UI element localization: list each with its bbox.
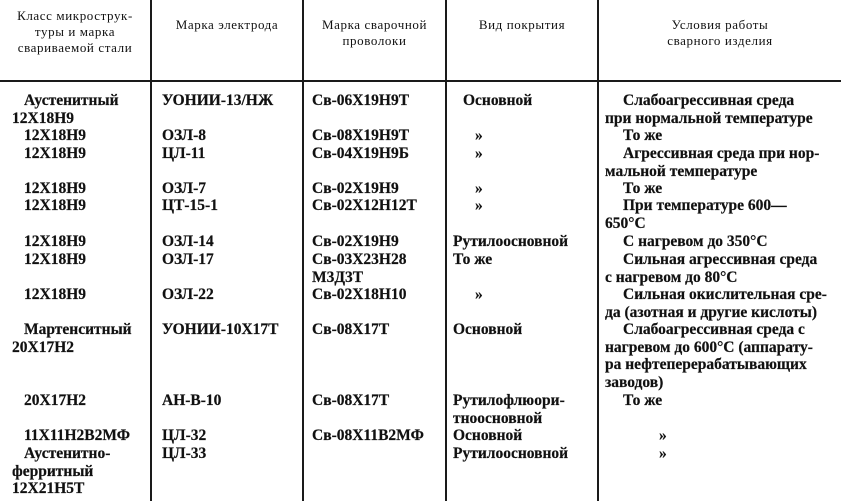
cell-coating: » — [475, 127, 483, 144]
cell-electrode: ЦЛ-32 — [162, 427, 207, 444]
column-divider — [150, 0, 152, 501]
header-divider — [0, 80, 841, 82]
cell-coating: Рутилофлюори- тноосновной — [453, 392, 565, 427]
cell-steel: 12Х18Н9 — [24, 286, 86, 303]
cell-wire: Св-08Х17Т — [312, 392, 390, 409]
cell-electrode: ОЗЛ-22 — [162, 286, 214, 303]
cell-electrode: ОЗЛ-7 — [162, 180, 207, 197]
cell-steel: 12Х18Н9 — [24, 180, 86, 197]
header-conditions: Условия работы сварного изделия — [667, 17, 773, 48]
cell-electrode: ОЗЛ-14 — [162, 233, 214, 250]
cell-electrode: ЦЛ-33 — [162, 445, 207, 462]
cell-coating: » — [475, 145, 483, 162]
cell-wire: Св-04Х19Н9Б — [312, 145, 409, 162]
cell-coating: Основной — [453, 321, 523, 338]
cell-wire: Св-02Х19Н9 — [312, 180, 399, 197]
cell-wire: Св-02Х12Н12Т — [312, 197, 417, 214]
cell-conditions: » — [659, 427, 667, 444]
cell-electrode: ОЗЛ-8 — [162, 127, 207, 144]
cell-coating: » — [475, 286, 483, 303]
cell-conditions: Сильная окислительная сре- да (азотная и… — [605, 286, 827, 321]
cell-conditions: То же — [623, 180, 663, 197]
header-coating: Вид покрытия — [478, 17, 566, 32]
cell-wire: Св-08Х11В2МФ — [312, 427, 424, 444]
cell-steel: Аустенитно- ферритный 12Х21Н5Т — [12, 445, 111, 498]
column-divider — [445, 0, 447, 501]
column-divider — [597, 0, 599, 501]
cell-conditions: С нагревом до 350°С — [623, 233, 768, 250]
cell-wire: Св-06Х19Н9Т — [312, 92, 410, 109]
cell-steel: 12Х18Н9 — [24, 127, 86, 144]
cell-wire: Св-03Х23Н28 М3Д3Т — [312, 251, 407, 286]
cell-electrode: УОНИИ-10Х17Т — [162, 321, 279, 338]
cell-electrode: ОЗЛ-17 — [162, 251, 214, 268]
cell-electrode: АН-В-10 — [162, 392, 222, 409]
header-electrode: Марка электрода — [175, 17, 279, 32]
cell-conditions: Сильная агрессивная среда с нагревом до … — [605, 251, 818, 286]
cell-electrode: ЦТ-15-1 — [162, 197, 218, 214]
cell-wire: Св-08Х17Т — [312, 321, 390, 338]
cell-conditions: При температуре 600— 650°С — [605, 197, 787, 232]
cell-conditions: Агрессивная среда при нор- мальной темпе… — [605, 145, 820, 180]
cell-steel: Аустенитный 12Х18Н9 — [12, 92, 119, 127]
cell-coating: То же — [453, 251, 493, 268]
cell-wire: Св-02Х19Н9 — [312, 233, 399, 250]
cell-coating: Рутилоосновной — [453, 233, 569, 250]
cell-steel: 20Х17Н2 — [24, 392, 86, 409]
cell-conditions: То же — [623, 392, 663, 409]
cell-coating: Основной — [453, 427, 523, 444]
cell-steel: Мартенситный 20Х17Н2 — [12, 321, 132, 356]
cell-coating: » — [475, 197, 483, 214]
cell-coating: Основной — [463, 92, 533, 109]
cell-wire: Св-02Х18Н10 — [312, 286, 407, 303]
cell-electrode: ЦЛ-11 — [162, 145, 206, 162]
cell-steel: 12Х18Н9 — [24, 197, 86, 214]
cell-conditions: Слабоагрессивная среда с нагревом до 600… — [605, 321, 813, 391]
cell-wire: Св-08Х19Н9Т — [312, 127, 410, 144]
cell-conditions: Слабоагрессивная среда при нормальной те… — [605, 92, 813, 127]
cell-steel: 12Х18Н9 — [24, 145, 86, 162]
cell-conditions: » — [659, 445, 667, 462]
cell-steel: 11Х11Н2В2МФ — [24, 427, 131, 444]
cell-coating: » — [475, 180, 483, 197]
cell-conditions: То же — [623, 127, 663, 144]
column-divider — [302, 0, 304, 501]
cell-steel: 12Х18Н9 — [24, 233, 86, 250]
cell-steel: 12Х18Н9 — [24, 251, 86, 268]
header-steel-class: Класс микрострук- туры и марка свариваем… — [17, 8, 133, 55]
header-wire: Марка сварочной проволоки — [321, 17, 428, 48]
cell-coating: Рутилоосновной — [453, 445, 569, 462]
cell-electrode: УОНИИ-13/НЖ — [162, 92, 274, 109]
